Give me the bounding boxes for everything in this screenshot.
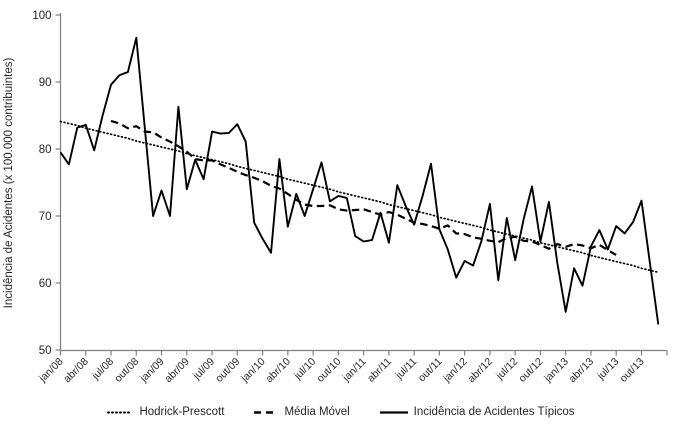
- dotted-line-swatch: [107, 411, 134, 413]
- x-tick-label: jan/10: [238, 356, 268, 386]
- y-tick-label: 80: [39, 144, 52, 156]
- y-tick-label: 100: [32, 10, 51, 22]
- y-tick-label: 50: [39, 345, 52, 357]
- x-tick-label: out/13: [617, 356, 646, 385]
- x-tick-label: jul/08: [89, 356, 116, 383]
- solid-line-swatch: [379, 410, 408, 414]
- x-tick-label: jan/09: [137, 356, 167, 386]
- series-solid-line: [59, 36, 660, 325]
- x-tick-label: out/08: [112, 356, 141, 385]
- x-tick-label: out/11: [416, 356, 445, 385]
- x-tick-label: abr/11: [365, 356, 394, 385]
- x-tick-label: jan/13: [541, 356, 571, 386]
- dashed-line-swatch: [254, 410, 279, 414]
- legend-label-incidencia: Incidência de Acidentes Típicos: [413, 406, 575, 418]
- legend-label-hodrick-prescott: Hodrick-Prescott: [139, 406, 225, 418]
- x-tick-label: jan/12: [440, 356, 470, 386]
- x-tick-label: abr/13: [567, 356, 597, 386]
- x-tick-label: out/09: [213, 356, 242, 385]
- y-tick-label: 90: [39, 77, 52, 89]
- series-dotted-line: [59, 120, 660, 274]
- x-tick-label: out/12: [516, 356, 545, 385]
- x-tick-label: jan/11: [340, 356, 369, 385]
- y-tick-label: 70: [39, 211, 52, 223]
- legend-item-hodrick-prescott: Hodrick-Prescott: [107, 406, 224, 418]
- legend: Hodrick-Prescott Média Móvel Incidência …: [0, 401, 682, 423]
- x-tick-label: abr/12: [465, 356, 495, 386]
- x-tick-label: jul/13: [594, 356, 621, 383]
- x-tick-label: abr/08: [61, 356, 91, 386]
- x-tick-label: jul/11: [393, 356, 420, 383]
- legend-label-media-movel: Média Móvel: [284, 406, 350, 418]
- x-tick-label: jul/09: [190, 356, 217, 383]
- x-tick-label: abr/09: [162, 356, 192, 386]
- legend-item-incidencia: Incidência de Acidentes Típicos: [379, 406, 575, 418]
- x-tick-label: jul/10: [291, 356, 318, 383]
- x-tick-label: out/10: [314, 356, 343, 385]
- x-tick-label: jan/08: [36, 356, 66, 386]
- x-tick-label: jul/12: [493, 356, 520, 383]
- legend-item-media-movel: Média Móvel: [254, 406, 350, 418]
- y-tick-label: 60: [39, 278, 52, 290]
- x-tick-label: abr/10: [263, 356, 293, 386]
